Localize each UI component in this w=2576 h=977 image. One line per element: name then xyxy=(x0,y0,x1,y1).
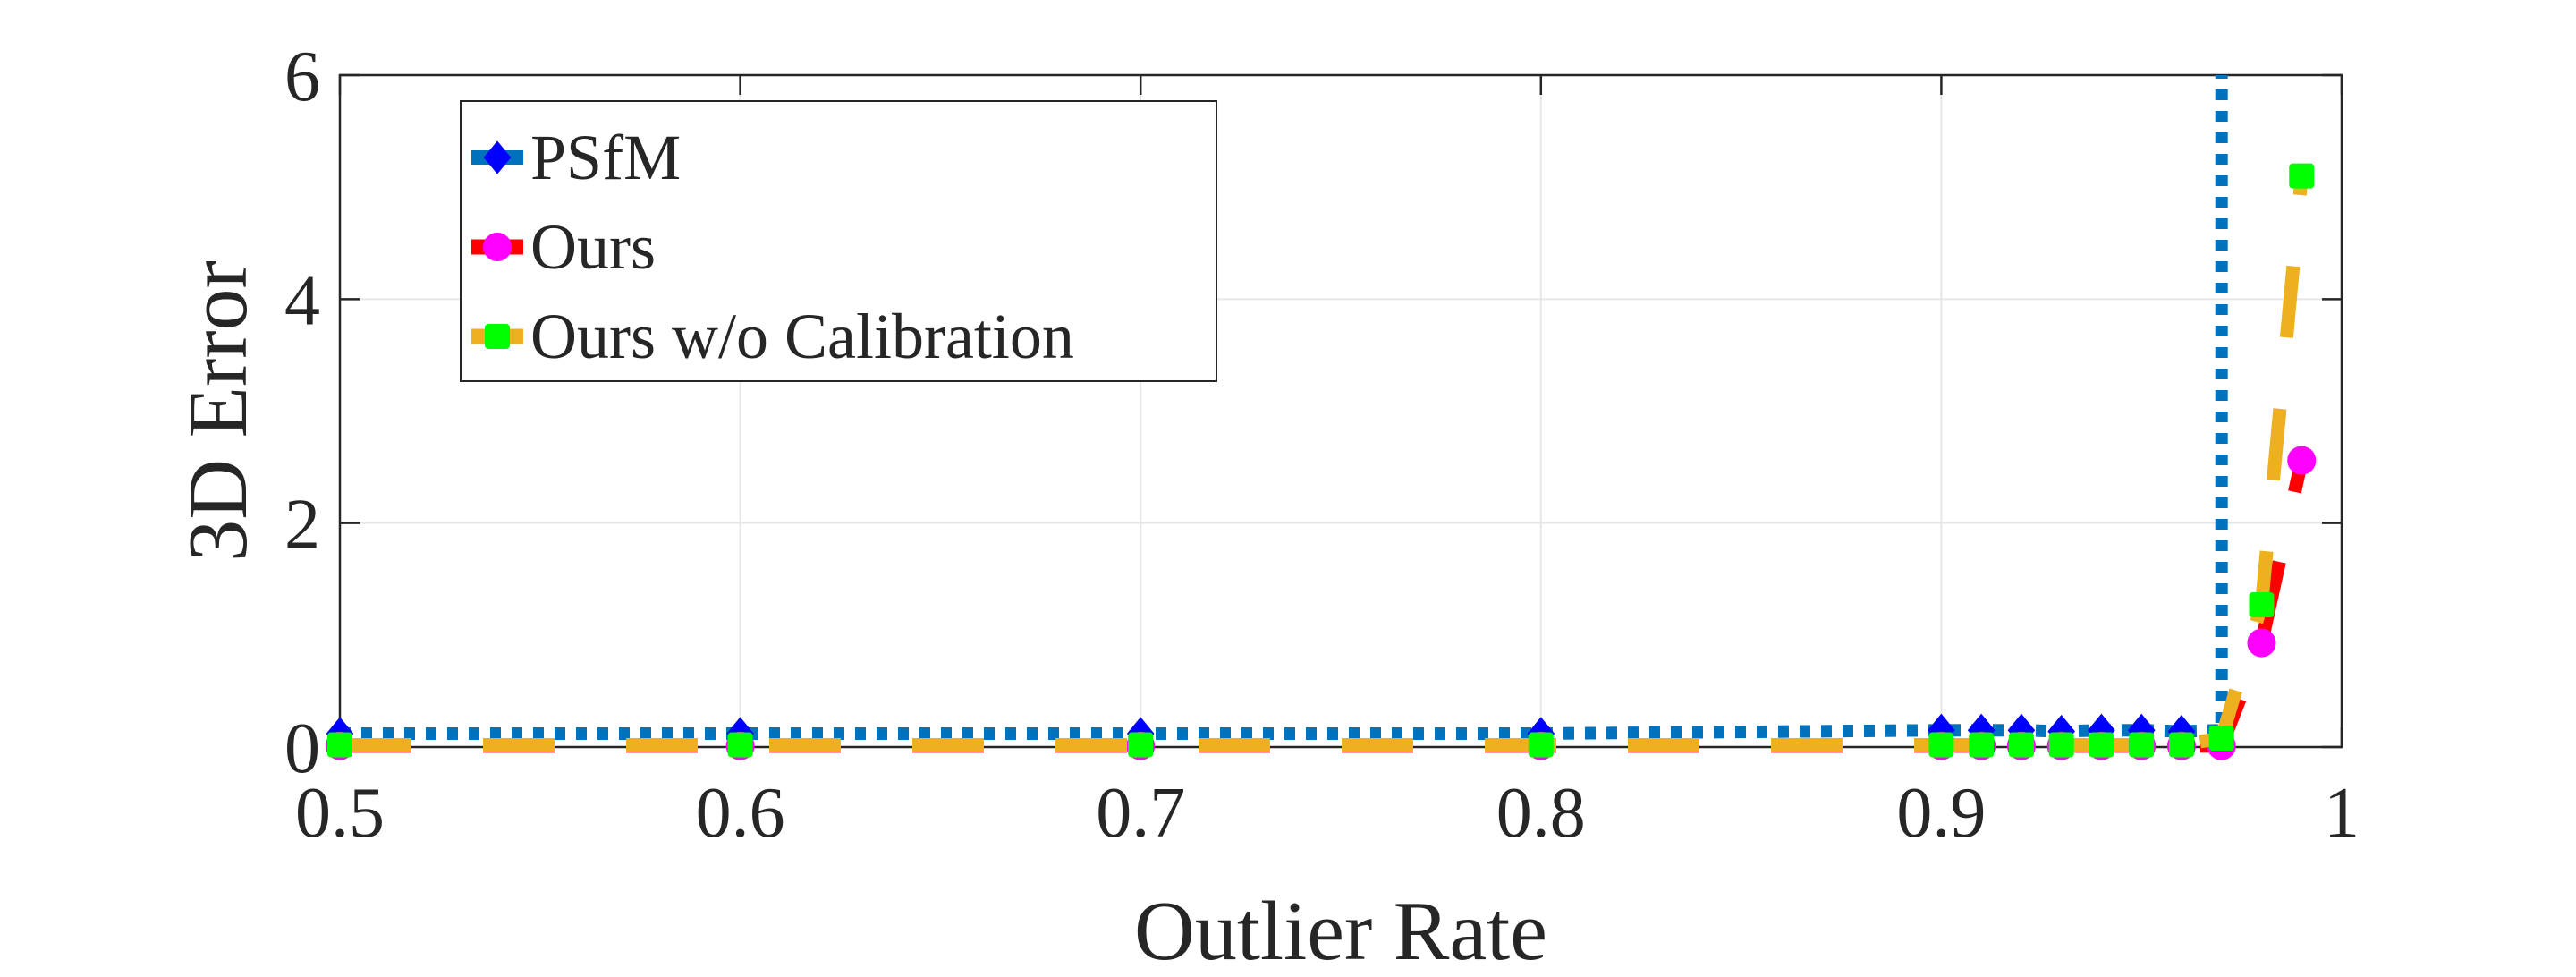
x-tick-label: 0.8 xyxy=(1496,774,1586,853)
x-tick-label: 0.7 xyxy=(1096,774,1185,853)
x-tick-label: 1 xyxy=(2324,774,2360,853)
tick-labels: 0.5 0.6 0.7 0.8 0.9 1 0 2 4 6 xyxy=(284,38,2360,853)
series-2 xyxy=(327,163,2315,758)
data-point xyxy=(1928,732,1954,758)
x-axis-label: Outlier Rate xyxy=(1134,885,1547,977)
y-tick-label: 4 xyxy=(284,261,320,340)
data-point xyxy=(727,732,753,758)
x-tick-label: 0.6 xyxy=(696,774,785,853)
x-tick-label: 0.5 xyxy=(295,774,385,853)
y-tick-label: 6 xyxy=(284,38,320,116)
legend-label: PSfM xyxy=(530,122,681,193)
data-point xyxy=(2129,732,2155,758)
legend: PSfM Ours Ours w/o Calibration xyxy=(460,100,1217,382)
data-point xyxy=(1969,732,1995,758)
data-point xyxy=(2287,446,2317,475)
legend-label: Ours xyxy=(530,211,656,283)
x-tick-label: 0.9 xyxy=(1896,774,1986,853)
plot-frame xyxy=(338,73,2343,749)
legend-swatch-marker xyxy=(483,140,512,174)
data-point xyxy=(2048,732,2074,758)
data-point xyxy=(1128,732,1154,758)
data-point xyxy=(2289,163,2315,189)
legend-swatch-marker xyxy=(485,324,510,349)
y-tick-label: 0 xyxy=(284,709,320,788)
data-point xyxy=(327,732,352,758)
data-point xyxy=(2089,732,2114,758)
data-point xyxy=(2168,732,2194,758)
data-point xyxy=(2247,628,2276,658)
legend-label: Ours w/o Calibration xyxy=(530,301,1074,372)
data-point xyxy=(2008,732,2034,758)
y-axis-label: 3D Error xyxy=(172,260,265,562)
plot-series xyxy=(326,75,2317,760)
y-tick-label: 2 xyxy=(284,486,320,565)
data-point xyxy=(1528,732,1554,758)
data-point xyxy=(2249,592,2275,618)
legend-box xyxy=(460,100,1217,382)
data-point xyxy=(2208,725,2234,751)
legend-swatch-marker xyxy=(483,233,512,261)
